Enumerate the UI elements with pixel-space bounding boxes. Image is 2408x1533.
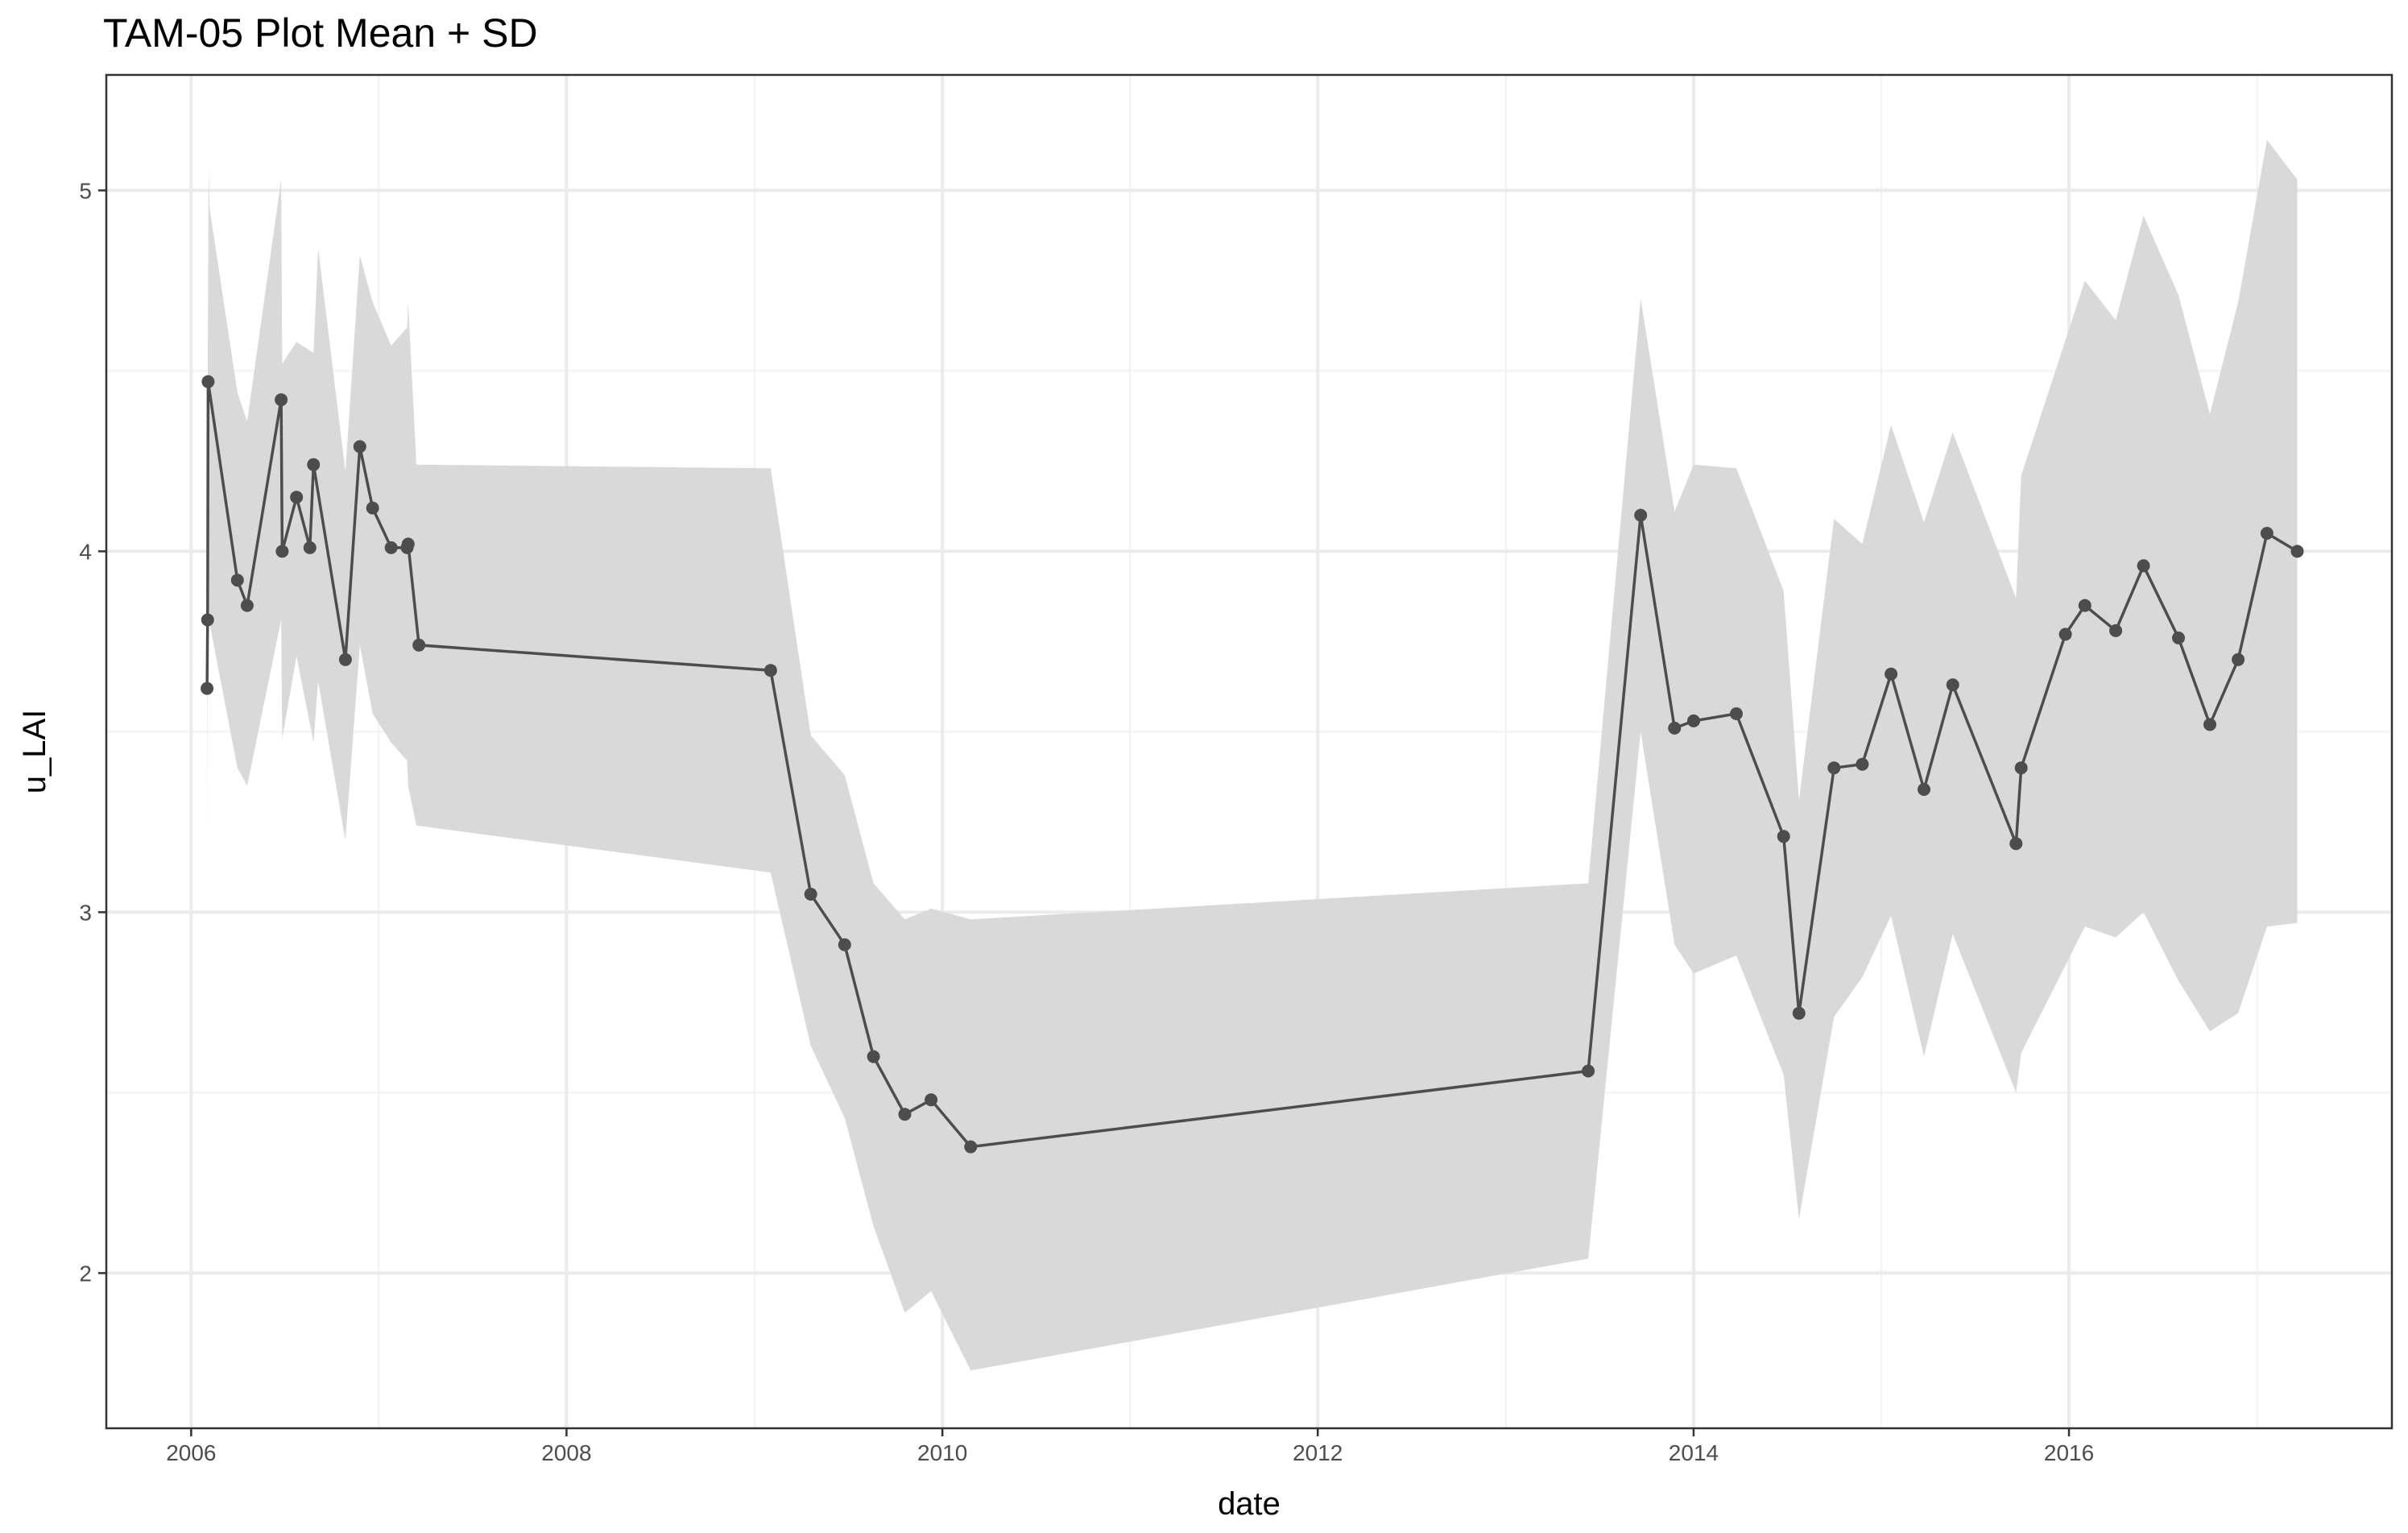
data-point — [1827, 761, 1841, 775]
data-point — [412, 638, 426, 652]
x-tick-label: 2010 — [917, 1440, 967, 1465]
data-point — [2290, 545, 2304, 558]
data-point — [964, 1140, 978, 1154]
sd-band — [207, 139, 2298, 1371]
data-point — [925, 1093, 938, 1107]
x-tick-label: 2016 — [2044, 1440, 2094, 1465]
data-point — [201, 682, 214, 695]
data-point — [804, 888, 817, 901]
y-tick-label: 5 — [79, 178, 92, 203]
y-axis-ticks: 2 3 4 5 — [79, 178, 106, 1286]
data-point — [230, 574, 244, 587]
data-points-layer — [201, 375, 2304, 1154]
sd-band-layer — [207, 139, 2298, 1371]
data-point — [2260, 527, 2274, 540]
data-point — [1668, 721, 1682, 735]
data-point — [2014, 761, 2028, 775]
data-point — [898, 1108, 912, 1121]
data-point — [201, 375, 215, 388]
data-point — [867, 1050, 880, 1063]
data-point — [2203, 718, 2216, 731]
data-point — [2172, 631, 2185, 644]
data-point — [1687, 714, 1700, 727]
data-point — [353, 440, 366, 454]
data-point — [2137, 559, 2150, 573]
data-point — [303, 541, 317, 554]
y-tick-label: 2 — [79, 1261, 92, 1286]
data-point — [1582, 1064, 1595, 1078]
y-tick-label: 4 — [79, 539, 92, 564]
data-point — [838, 938, 851, 951]
data-point — [2109, 624, 2123, 637]
data-point — [366, 501, 379, 515]
data-point — [201, 613, 214, 627]
data-point — [307, 458, 321, 471]
x-tick-label: 2014 — [1669, 1440, 1719, 1465]
data-point — [384, 541, 398, 554]
data-point — [1634, 508, 1648, 522]
data-point — [2232, 653, 2245, 666]
data-point — [1792, 1006, 1806, 1020]
data-point — [1885, 667, 1898, 681]
panel-border — [105, 73, 2394, 1430]
data-point — [2009, 837, 2023, 851]
x-axis-ticks: 2006 2008 2010 2012 2014 2016 — [166, 1428, 2094, 1465]
data-point — [763, 664, 777, 677]
data-point — [1777, 830, 1790, 843]
chart-title: TAM-05 Plot Mean + SD — [103, 10, 538, 56]
data-point — [2078, 599, 2091, 612]
data-point — [2058, 628, 2072, 641]
x-tick-label: 2006 — [166, 1440, 216, 1465]
data-point — [338, 653, 352, 666]
y-axis-title: u_LAI — [17, 710, 52, 794]
y-tick-label: 3 — [79, 900, 92, 925]
data-point — [1946, 678, 1959, 692]
data-point — [275, 393, 288, 407]
data-point — [275, 545, 289, 558]
x-axis-title: date — [1218, 1486, 1281, 1522]
x-tick-label: 2012 — [1293, 1440, 1343, 1465]
data-point — [290, 491, 304, 504]
data-point — [240, 599, 254, 612]
data-point — [1856, 757, 1869, 771]
data-point — [1918, 783, 1930, 796]
data-point — [1730, 707, 1743, 720]
data-point — [401, 537, 415, 551]
x-tick-label: 2008 — [541, 1440, 591, 1465]
